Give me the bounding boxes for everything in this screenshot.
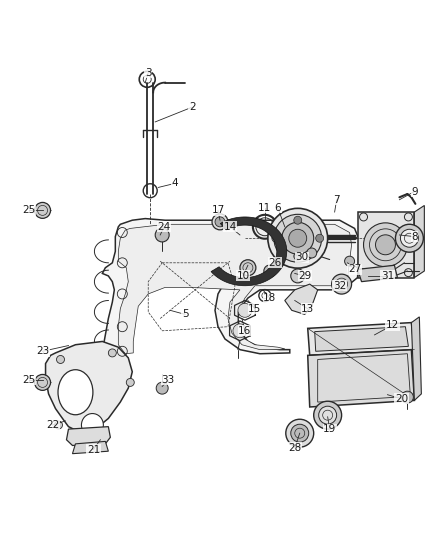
Circle shape bbox=[238, 303, 252, 317]
Text: 18: 18 bbox=[263, 293, 276, 303]
Text: 5: 5 bbox=[182, 310, 188, 319]
Text: 12: 12 bbox=[386, 320, 399, 330]
Text: 27: 27 bbox=[348, 264, 361, 274]
Text: 9: 9 bbox=[411, 187, 418, 197]
Text: 31: 31 bbox=[381, 271, 394, 281]
Circle shape bbox=[345, 256, 355, 266]
Polygon shape bbox=[102, 219, 360, 358]
Circle shape bbox=[272, 234, 280, 242]
Text: 29: 29 bbox=[298, 271, 311, 281]
Text: 20: 20 bbox=[395, 394, 408, 404]
Circle shape bbox=[396, 224, 424, 252]
Circle shape bbox=[282, 222, 314, 254]
Circle shape bbox=[294, 216, 302, 224]
Circle shape bbox=[375, 235, 396, 255]
Circle shape bbox=[319, 406, 337, 424]
Text: 24: 24 bbox=[158, 222, 171, 232]
Polygon shape bbox=[308, 350, 414, 407]
Polygon shape bbox=[314, 327, 408, 351]
Polygon shape bbox=[118, 224, 352, 354]
Text: 33: 33 bbox=[162, 375, 175, 385]
Polygon shape bbox=[411, 317, 421, 400]
Circle shape bbox=[294, 252, 302, 260]
Text: 15: 15 bbox=[248, 304, 261, 314]
Circle shape bbox=[316, 234, 324, 242]
Circle shape bbox=[401, 391, 413, 403]
Polygon shape bbox=[414, 206, 424, 278]
Circle shape bbox=[215, 217, 225, 227]
Text: 10: 10 bbox=[237, 271, 250, 281]
Ellipse shape bbox=[81, 414, 103, 437]
Text: 30: 30 bbox=[295, 252, 308, 262]
Circle shape bbox=[35, 375, 50, 390]
Polygon shape bbox=[72, 441, 108, 454]
Text: 2: 2 bbox=[189, 102, 195, 112]
Text: 6: 6 bbox=[275, 203, 281, 213]
Text: 7: 7 bbox=[333, 195, 340, 205]
Text: 4: 4 bbox=[172, 179, 178, 188]
Circle shape bbox=[364, 223, 407, 266]
Text: 14: 14 bbox=[223, 222, 237, 232]
Text: 11: 11 bbox=[258, 203, 272, 213]
Text: 23: 23 bbox=[36, 346, 49, 356]
Circle shape bbox=[289, 229, 307, 247]
Circle shape bbox=[274, 214, 321, 262]
Circle shape bbox=[57, 356, 64, 364]
Text: 17: 17 bbox=[212, 205, 225, 215]
Text: 13: 13 bbox=[301, 304, 314, 314]
Ellipse shape bbox=[58, 370, 93, 415]
Text: 3: 3 bbox=[145, 68, 152, 78]
Circle shape bbox=[291, 424, 309, 442]
Text: 25: 25 bbox=[22, 205, 35, 215]
Polygon shape bbox=[308, 322, 414, 356]
Text: 19: 19 bbox=[323, 424, 336, 434]
Circle shape bbox=[332, 274, 352, 294]
Circle shape bbox=[307, 248, 317, 258]
Circle shape bbox=[212, 214, 228, 230]
Circle shape bbox=[126, 378, 134, 386]
Text: 16: 16 bbox=[238, 326, 251, 336]
Circle shape bbox=[264, 265, 276, 277]
Text: 32: 32 bbox=[333, 281, 346, 290]
Polygon shape bbox=[211, 217, 287, 286]
Circle shape bbox=[268, 208, 328, 268]
Circle shape bbox=[291, 269, 305, 283]
Circle shape bbox=[108, 349, 117, 357]
Circle shape bbox=[286, 419, 314, 447]
Circle shape bbox=[240, 260, 256, 276]
Text: 28: 28 bbox=[288, 443, 301, 453]
Circle shape bbox=[233, 324, 247, 338]
Circle shape bbox=[156, 382, 168, 394]
Circle shape bbox=[54, 421, 63, 429]
Polygon shape bbox=[67, 426, 110, 446]
Polygon shape bbox=[46, 342, 132, 432]
Circle shape bbox=[400, 229, 418, 247]
Circle shape bbox=[35, 203, 50, 219]
Text: 26: 26 bbox=[268, 258, 282, 268]
Text: 22: 22 bbox=[46, 420, 59, 430]
Polygon shape bbox=[357, 265, 397, 281]
Polygon shape bbox=[357, 212, 414, 278]
Text: 21: 21 bbox=[87, 445, 100, 455]
Circle shape bbox=[314, 401, 342, 429]
Text: 25: 25 bbox=[22, 375, 35, 385]
Polygon shape bbox=[285, 284, 318, 314]
Circle shape bbox=[155, 228, 169, 242]
Text: 8: 8 bbox=[411, 232, 418, 241]
